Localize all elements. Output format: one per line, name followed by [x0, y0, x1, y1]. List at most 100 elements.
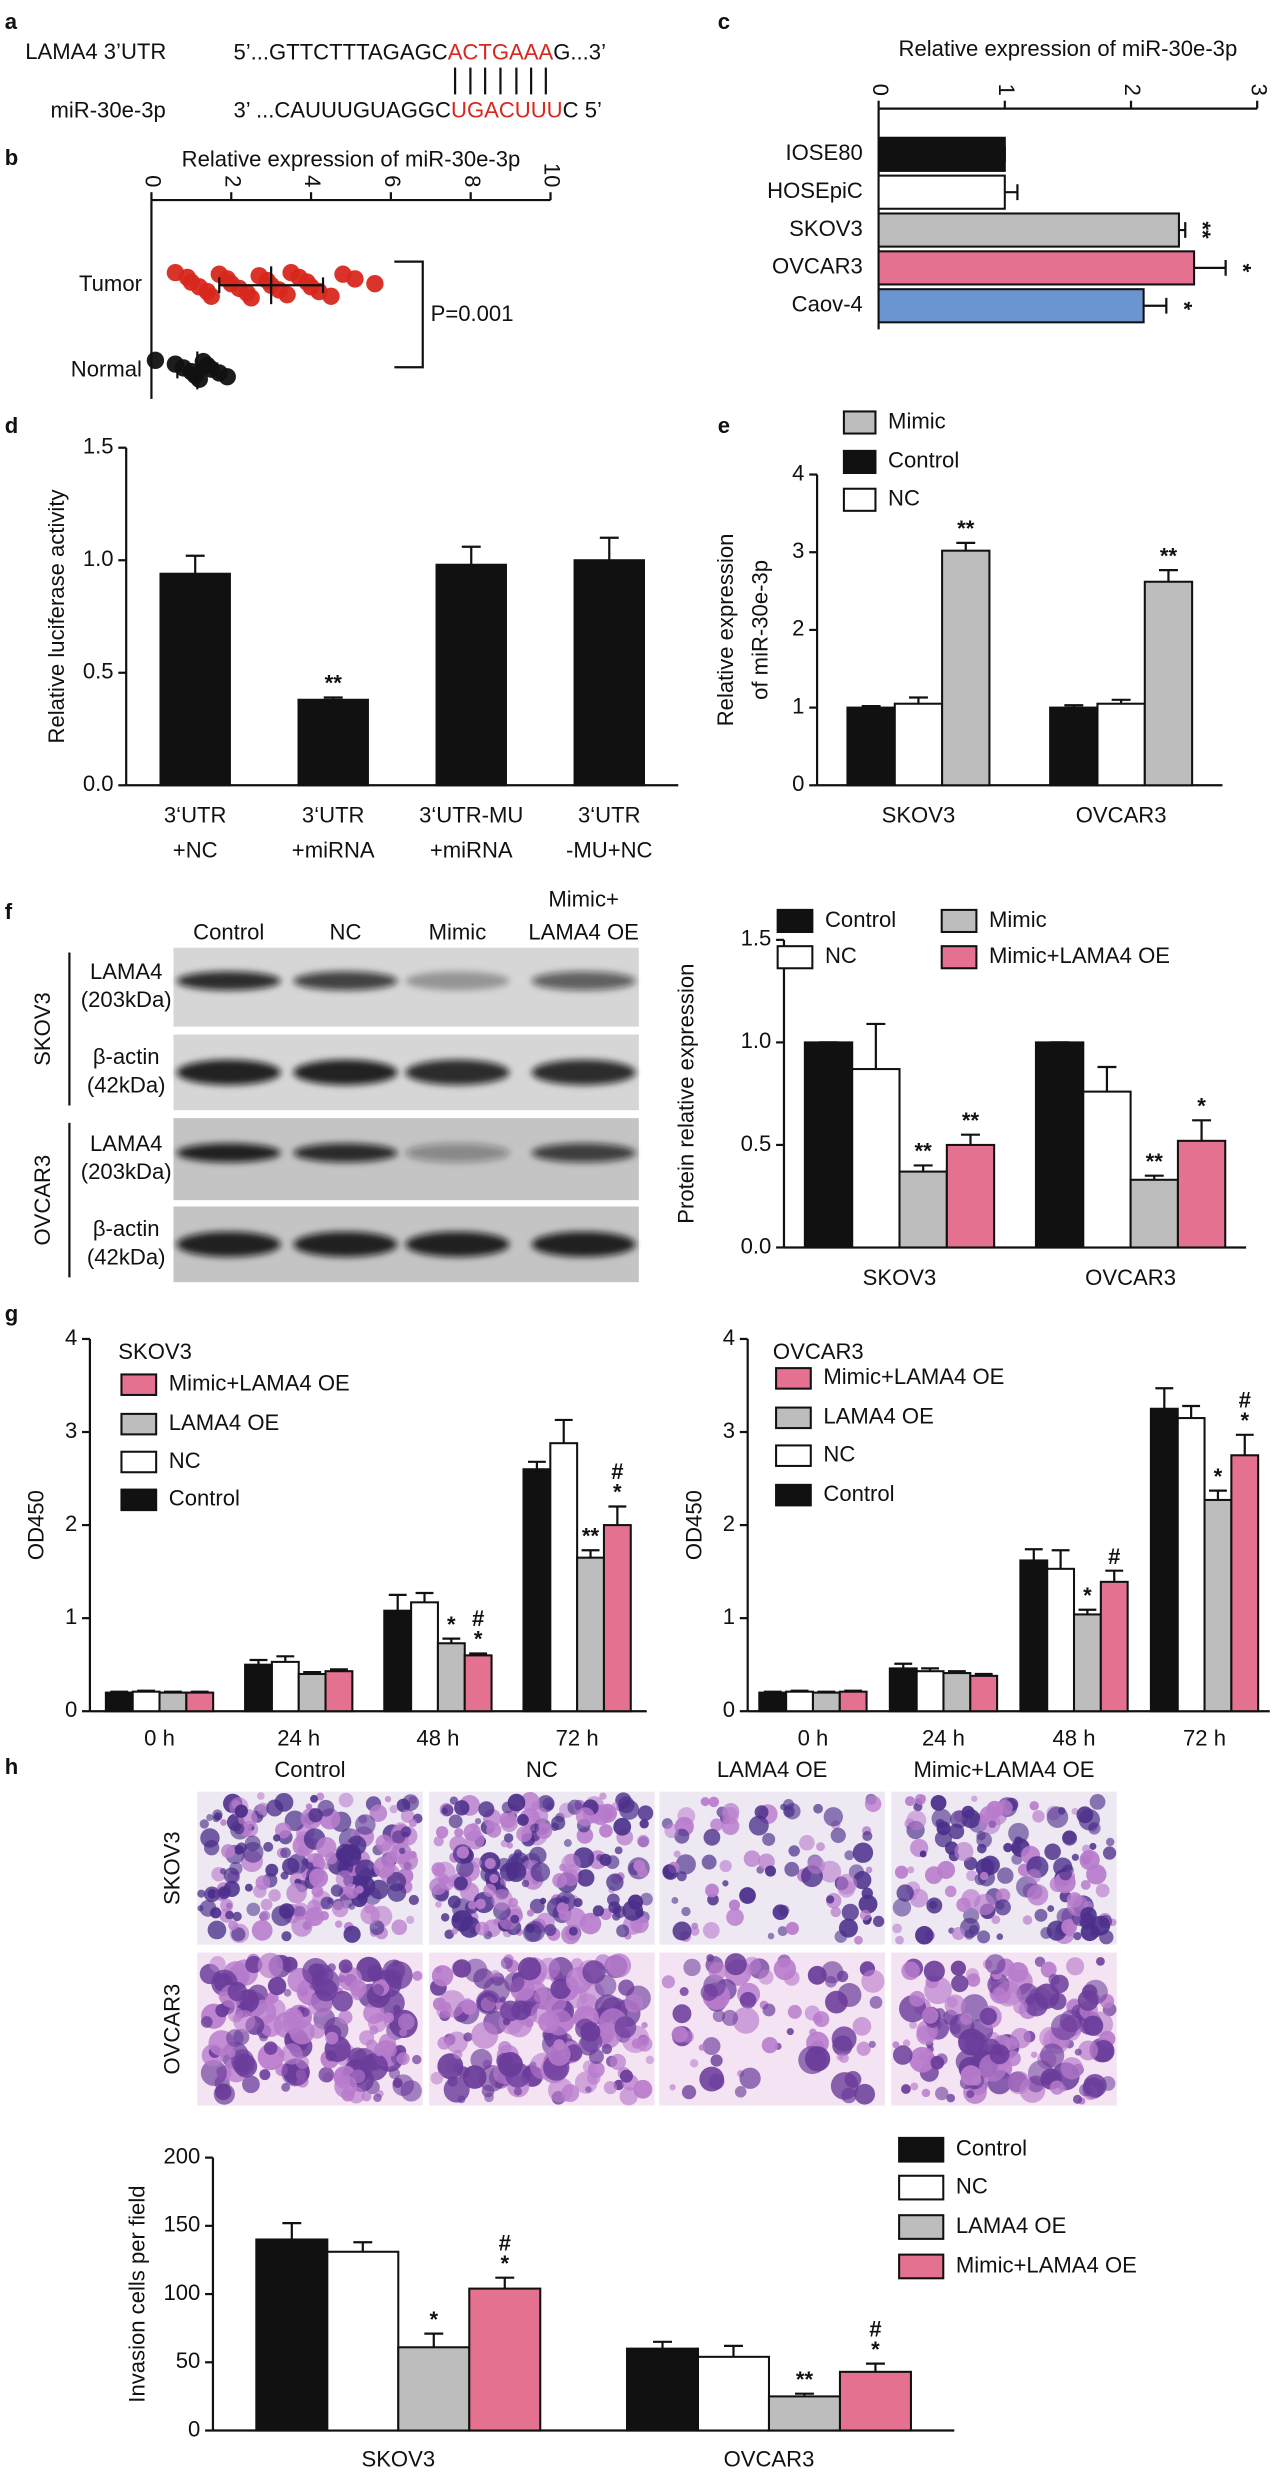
- cell-stain: [1047, 1905, 1055, 1913]
- cell-stain: [484, 1857, 496, 1869]
- cell-stain: [930, 2055, 945, 2070]
- cell-stain: [359, 2030, 375, 2046]
- cell-stain: [463, 1823, 481, 1842]
- cell-stain: [273, 1834, 281, 1842]
- y-tick-label: 2: [792, 616, 804, 641]
- cell-stain: [436, 2002, 453, 2019]
- cell-stain: [1102, 1846, 1117, 1860]
- cell-stain: [449, 1796, 459, 1805]
- cell-stain: [361, 2091, 372, 2102]
- significance-mark: #: [1108, 1544, 1120, 1569]
- cell-stain: [1034, 1908, 1048, 1922]
- x-tick-label: 48 h: [416, 1725, 459, 1750]
- cell-stain: [728, 1899, 741, 1911]
- bar: [846, 706, 896, 787]
- legend-swatch: [775, 1483, 812, 1507]
- cell-stain: [1105, 1837, 1115, 1847]
- bar: [270, 1660, 300, 1713]
- significance-mark: **: [962, 1108, 980, 1133]
- bar: [838, 1690, 868, 1713]
- cell-stain: [951, 1974, 969, 1993]
- x-axis-title: Relative expression of miR-30e-3p: [182, 146, 521, 171]
- error-bar: [1182, 1404, 1201, 1419]
- cell-stain: [762, 1832, 776, 1846]
- chart-title: OVCAR3: [773, 1339, 864, 1364]
- cell-stain: [726, 1908, 744, 1926]
- cell-stain: [454, 1800, 470, 1816]
- cell-stain: [991, 1915, 1001, 1925]
- cell-stain: [220, 1819, 227, 1826]
- error-bar: [1064, 704, 1084, 708]
- cell-stain: [624, 1994, 644, 2013]
- cell-stain: [1022, 1915, 1033, 1925]
- bar: [1149, 1407, 1179, 1713]
- cell-stain: [979, 1871, 989, 1881]
- cell-stain: [1080, 1906, 1097, 1924]
- cell-stain: [1066, 1892, 1083, 1908]
- y-axis-title: of miR-30e-3p: [748, 560, 773, 700]
- cell-stain: [331, 1900, 349, 1918]
- cell-stain: [506, 1842, 514, 1849]
- bar: [297, 1672, 327, 1713]
- cell-stain: [839, 2053, 849, 2064]
- cell-stain: [904, 1796, 915, 1807]
- legend-swatch: [940, 908, 978, 934]
- x-tick-label: 0 h: [144, 1725, 175, 1750]
- cell-stain: [259, 1910, 271, 1921]
- cell-stain: [844, 2071, 862, 2088]
- y-tick-label: 150: [163, 2212, 200, 2237]
- bar: [131, 1690, 161, 1713]
- cell-stain: [816, 1842, 825, 1852]
- legend-swatch: [842, 410, 877, 435]
- x-tick-label: SKOV3: [361, 2446, 435, 2471]
- significance-mark: *: [500, 2251, 509, 2276]
- y-tick-label: 4: [723, 1325, 735, 1350]
- cell-stain: [260, 1898, 273, 1911]
- cell-stain: [256, 1792, 265, 1800]
- error-bar: [1051, 1549, 1070, 1569]
- cell-stain: [225, 1910, 234, 1920]
- cell-stain: [996, 1799, 1013, 1816]
- sequence: 3’ ...CAUUUGUAGGCUGACUUUC 5’: [233, 98, 601, 123]
- legend-swatch: [775, 1406, 812, 1430]
- cell-stain: [721, 2009, 739, 2026]
- cell-stain: [1083, 1850, 1094, 1861]
- y-tick-label: 200: [163, 2143, 200, 2168]
- cell-stain: [739, 1991, 757, 2009]
- cell-stain: [719, 1859, 732, 1873]
- cell-stain: [316, 1837, 337, 1858]
- cell-stain: [609, 2053, 627, 2071]
- error-bar: [527, 1460, 546, 1470]
- cell-stain: [830, 1906, 842, 1918]
- legend-swatch: [898, 2136, 945, 2163]
- cell-stain: [335, 1843, 356, 1864]
- cell-stain: [1050, 1974, 1069, 1994]
- legend-label: LAMA4 OE: [169, 1410, 279, 1435]
- y-tick-label: 0.5: [83, 659, 114, 684]
- cell-stain: [606, 1873, 624, 1891]
- significance-mark: **: [325, 671, 343, 696]
- cell-stain: [221, 1844, 236, 1859]
- y-tick-label: 0: [792, 771, 804, 796]
- cell-stain: [958, 2028, 985, 2056]
- bar: [838, 2370, 912, 2432]
- cell-stain: [406, 1915, 415, 1925]
- cell-stain: [1040, 1961, 1057, 1978]
- cell-stain: [207, 1920, 227, 1940]
- cell-stain: [271, 1905, 293, 1927]
- cell-stain: [946, 2093, 956, 2103]
- cell-stain: [462, 2065, 487, 2089]
- cell-stain: [335, 1870, 354, 1888]
- error-bar: [282, 2222, 302, 2240]
- bar: [1129, 1178, 1179, 1249]
- significance-mark: *: [429, 2307, 438, 2332]
- cell-stain: [498, 2040, 512, 2055]
- cell-stain: [966, 2090, 975, 2099]
- cell-stain: [437, 2036, 451, 2050]
- y-tick-label: 3: [723, 1418, 735, 1443]
- data-point: [202, 287, 220, 305]
- panel-letter: g: [5, 1301, 18, 1326]
- blot-column-label: Mimic+: [548, 886, 619, 911]
- cell-stain: [1079, 2083, 1092, 2097]
- x-tick-label: 72 h: [556, 1725, 599, 1750]
